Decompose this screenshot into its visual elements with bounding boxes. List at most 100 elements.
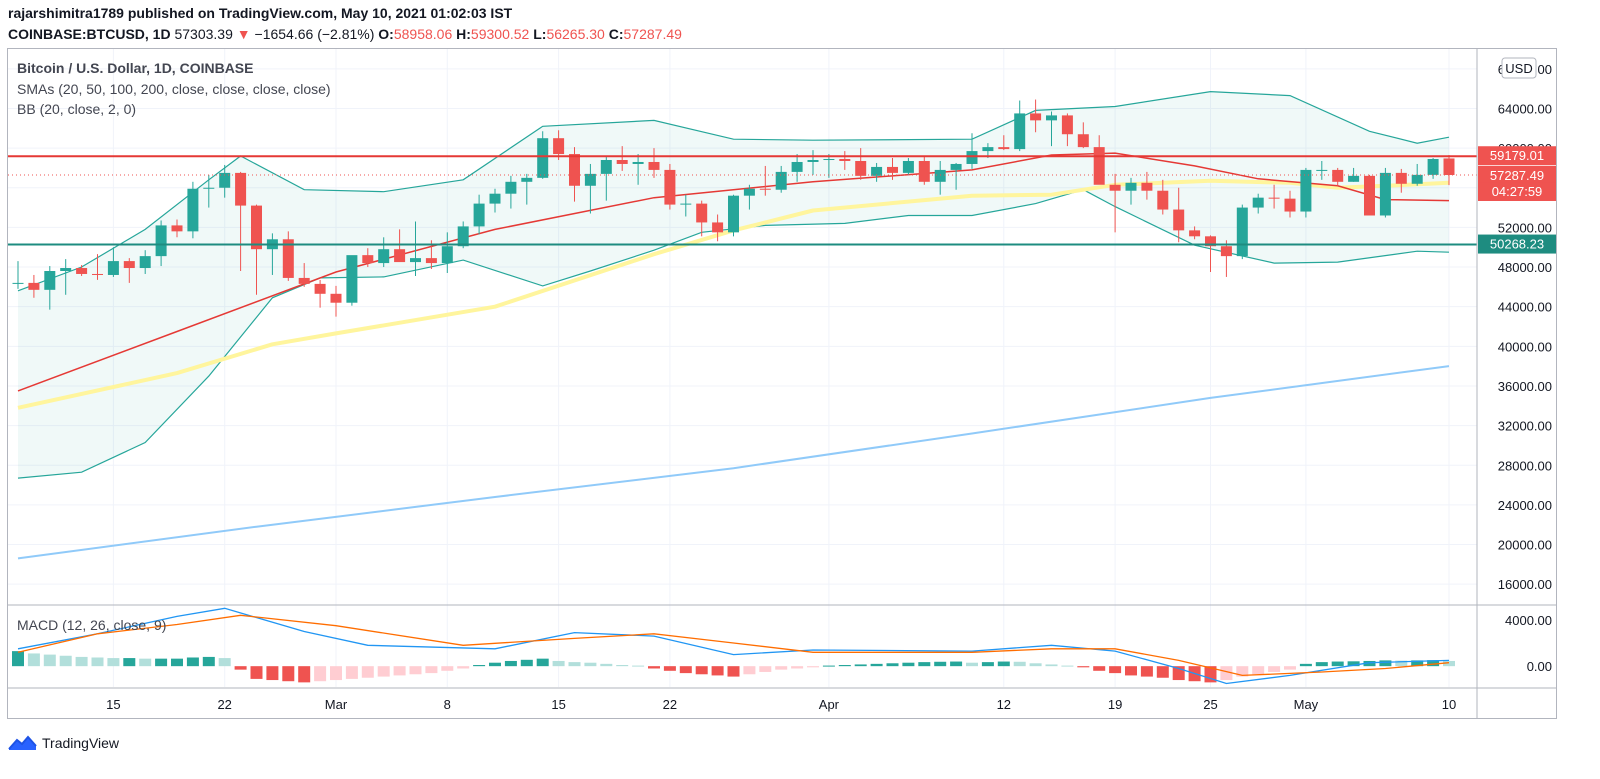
price-tick-label: 44000.00 bbox=[1498, 300, 1552, 315]
chart-frame[interactable] bbox=[7, 48, 1557, 719]
candle-body bbox=[282, 239, 294, 278]
signal-line bbox=[17, 614, 1450, 677]
time-tick-label: 8 bbox=[444, 697, 451, 712]
price-axis-label-text: 57287.49 bbox=[1490, 168, 1544, 183]
last-price: 57303.39 bbox=[174, 26, 233, 42]
candle-body bbox=[521, 177, 533, 182]
bb-legend[interactable]: BB (20, close, 2, 0) bbox=[17, 101, 137, 117]
candle-body bbox=[1093, 147, 1105, 185]
price-tick-label: 16000.00 bbox=[1498, 577, 1552, 592]
macd-legend[interactable]: MACD (12, 26, close, 9) bbox=[17, 617, 167, 633]
low-value: 56265.30 bbox=[546, 26, 605, 42]
horizontal-levels bbox=[8, 155, 1477, 246]
candle-body bbox=[1332, 169, 1344, 182]
macd-histogram-bar bbox=[934, 661, 947, 667]
macd-histogram-bar bbox=[250, 666, 263, 679]
time-tick-label: May bbox=[1294, 697, 1319, 712]
candle-body bbox=[441, 246, 453, 264]
macd-histogram-bar bbox=[1363, 660, 1376, 667]
macd-histogram-bar bbox=[1125, 666, 1137, 676]
macd-histogram-bar bbox=[1347, 661, 1360, 667]
candle-body bbox=[44, 271, 56, 290]
currency-badge bbox=[1501, 57, 1537, 79]
macd-histogram-bar bbox=[997, 661, 1010, 667]
close-value: 57287.49 bbox=[623, 26, 682, 42]
macd-histogram-bar bbox=[171, 658, 183, 667]
price-tick-label: 52000.00 bbox=[1498, 220, 1552, 235]
time-tick-label: 10 bbox=[1442, 697, 1456, 712]
macd-histogram-bar bbox=[854, 664, 867, 667]
macd-histogram-bar bbox=[107, 658, 120, 667]
candle-body bbox=[394, 249, 406, 263]
candle-body bbox=[1300, 169, 1312, 212]
price-axis-label-text: 50268.23 bbox=[1490, 237, 1544, 252]
candle-body bbox=[425, 258, 437, 264]
candle-body bbox=[918, 160, 930, 182]
macd-histogram-bar bbox=[218, 658, 231, 667]
time-tick-label: 22 bbox=[663, 697, 677, 712]
macd-histogram-bar bbox=[759, 666, 772, 672]
candle-body bbox=[553, 138, 565, 155]
candle-body bbox=[235, 172, 247, 206]
candle-body bbox=[346, 255, 358, 303]
open-value: 58958.06 bbox=[393, 26, 453, 42]
change-value: −1654.66 (−2.81%) bbox=[254, 26, 375, 42]
macd-histogram-bar bbox=[552, 660, 565, 667]
macd-histogram-bar bbox=[966, 662, 978, 667]
macd-histogram-bar bbox=[266, 666, 279, 681]
time-tick-label: 12 bbox=[997, 697, 1011, 712]
price-axis-label-box bbox=[1478, 234, 1556, 254]
time-tick-label: 25 bbox=[1203, 697, 1217, 712]
candle-body bbox=[632, 161, 644, 164]
currency-label: USD bbox=[1505, 61, 1532, 76]
tradingview-watermark[interactable]: TradingView bbox=[8, 733, 119, 753]
candle-body bbox=[950, 163, 962, 170]
macd-histogram-bar bbox=[27, 653, 40, 667]
candle-body bbox=[934, 169, 946, 182]
macd-histogram-bar bbox=[282, 666, 295, 682]
candle-body bbox=[28, 282, 40, 290]
price-tick-label: 24000.00 bbox=[1498, 498, 1552, 513]
macd-histogram-bar bbox=[1379, 660, 1392, 667]
macd-histogram-bar bbox=[918, 662, 931, 667]
macd-histogram-bar bbox=[648, 666, 660, 669]
candle-body bbox=[1189, 230, 1201, 237]
candle-body bbox=[123, 261, 135, 269]
publisher-line: rajarshimitra1789 published on TradingVi… bbox=[8, 5, 512, 21]
macd-histogram-bar bbox=[520, 659, 533, 667]
price-tick-label: 36000.00 bbox=[1498, 379, 1552, 394]
macd-histogram-bar bbox=[441, 666, 454, 671]
macd-histogram-bar bbox=[1220, 666, 1233, 681]
macd-histogram-bar bbox=[1411, 660, 1424, 667]
publisher-text: rajarshimitra1789 published on TradingVi… bbox=[8, 5, 513, 21]
macd-histogram-bar bbox=[600, 663, 613, 667]
candle-body bbox=[902, 160, 914, 173]
candle-body bbox=[1364, 175, 1375, 216]
macd-histogram-bar bbox=[711, 666, 724, 676]
macd-histogram-bar bbox=[1427, 660, 1440, 667]
time-tick-label: 22 bbox=[217, 697, 231, 712]
macd-histogram-bar bbox=[727, 666, 740, 677]
candle-body bbox=[1252, 197, 1264, 208]
watermark-text: TradingView bbox=[42, 735, 120, 751]
candle-body bbox=[680, 203, 692, 205]
candle-body bbox=[330, 293, 342, 303]
macd-histogram-bar bbox=[743, 666, 756, 675]
macd-histogram-bar bbox=[1045, 664, 1058, 667]
candle-body bbox=[362, 255, 374, 264]
macd-histogram-bar bbox=[568, 662, 581, 667]
candle-body bbox=[1157, 190, 1169, 210]
macd-histogram-bar bbox=[1252, 666, 1265, 675]
macd-histogram-bar bbox=[775, 666, 788, 670]
candle-body bbox=[1268, 197, 1280, 199]
macd-histogram-bar bbox=[663, 666, 676, 671]
sma100-line bbox=[17, 365, 1450, 560]
smas-legend[interactable]: SMAs (20, 50, 100, 200, close, close, cl… bbox=[17, 81, 331, 97]
macd-histogram-bar bbox=[330, 666, 342, 681]
macd-histogram-bar bbox=[616, 665, 629, 667]
macd-histogram-bar bbox=[1109, 666, 1122, 674]
candle-body bbox=[1077, 134, 1089, 148]
macd-histogram-bar bbox=[1331, 661, 1344, 667]
